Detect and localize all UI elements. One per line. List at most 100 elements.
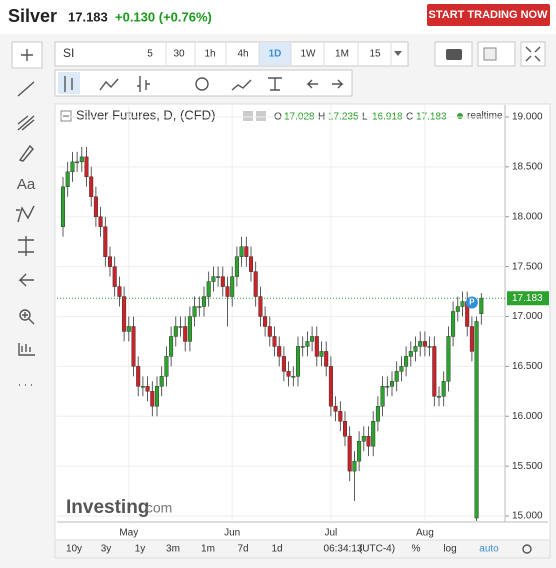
candle-body xyxy=(197,306,202,308)
candle-body xyxy=(230,276,235,297)
y-tick-label: 16.000 xyxy=(512,411,543,422)
status: realtime xyxy=(467,111,503,122)
candle-body xyxy=(437,396,442,398)
interval-button[interactable]: 1D xyxy=(269,49,282,60)
candle-body xyxy=(117,286,122,297)
icon xyxy=(18,144,34,162)
settings-icon[interactable] xyxy=(243,111,253,121)
price: 17.183 xyxy=(68,9,108,24)
chart-tools-bar xyxy=(54,69,353,97)
candle-body xyxy=(286,371,291,377)
interval-button[interactable]: 1W xyxy=(301,49,317,60)
footer: 10y 3y 1y 3m 1m 7d 1d 06:34:13(UTC-4)% log auto xyxy=(66,544,499,555)
interval-button[interactable]: 1h xyxy=(204,49,215,60)
event-marker-label: P xyxy=(469,298,475,307)
active-tool xyxy=(58,72,80,94)
x-tick-label: May xyxy=(119,528,138,539)
candle-body xyxy=(347,436,352,472)
icon xyxy=(17,81,35,97)
candle-body xyxy=(305,341,310,347)
icon xyxy=(16,205,35,223)
last-price-label: 17.183 xyxy=(512,293,543,304)
y-tick-label: 17.000 xyxy=(512,311,543,322)
cta-label[interactable]: START TRADING NOW xyxy=(429,9,549,21)
interval-group: 5 30 1h 4h 1D 1W 1M 15 xyxy=(147,43,392,65)
icon xyxy=(22,312,35,325)
candle-body xyxy=(272,336,277,347)
candle-body xyxy=(314,336,319,357)
icon xyxy=(18,236,34,256)
fullscreen-button[interactable] xyxy=(520,41,546,67)
plot: 15.000 15.500 16.000 16.500 17.000 17.500 18.0… xyxy=(57,105,549,539)
candle-body xyxy=(206,281,211,297)
y-tick-label: 17.500 xyxy=(512,261,543,272)
logo-suffix: .com xyxy=(142,500,172,516)
range-button[interactable]: 1y xyxy=(135,544,146,555)
candle-body xyxy=(281,356,286,372)
candle-body xyxy=(220,276,225,287)
cursor-tool[interactable] xyxy=(11,41,43,69)
active-interval xyxy=(259,43,291,65)
icon xyxy=(17,115,35,131)
range-button[interactable]: 10y xyxy=(66,544,82,555)
range-button[interactable]: 7d xyxy=(237,544,248,555)
candle-body xyxy=(169,336,174,357)
scale-option[interactable]: % xyxy=(412,544,421,555)
interval-button[interactable]: 1M xyxy=(335,49,349,60)
candle-body xyxy=(427,346,432,348)
logo: Investing xyxy=(66,497,149,518)
candle-body xyxy=(103,226,108,257)
candle-body xyxy=(469,326,474,352)
interval-button[interactable]: 15 xyxy=(369,49,381,60)
event-marker[interactable] xyxy=(465,296,478,309)
candle-body xyxy=(479,298,484,314)
icon xyxy=(268,77,282,91)
range-button[interactable]: 1m xyxy=(201,544,215,555)
close-icon[interactable] xyxy=(256,111,266,121)
candle-body xyxy=(385,386,390,388)
candle-body xyxy=(84,156,89,178)
candle-body xyxy=(164,356,169,377)
range-button[interactable]: 1d xyxy=(271,544,282,555)
interval-button[interactable]: 30 xyxy=(173,49,185,60)
text-tool[interactable]: Aa xyxy=(17,176,36,193)
icon xyxy=(18,273,34,287)
candle-body xyxy=(183,326,188,342)
candle-body xyxy=(239,246,244,257)
interval-button[interactable]: 5 xyxy=(147,49,153,60)
candle-body xyxy=(446,336,451,382)
candle-body xyxy=(154,386,159,407)
interval-button[interactable]: 4h xyxy=(237,49,248,60)
candle-body xyxy=(65,171,70,188)
scale-option[interactable]: log xyxy=(443,544,456,555)
candle-body xyxy=(201,296,206,307)
candle-body xyxy=(136,366,141,387)
candle-body xyxy=(75,161,80,164)
symbol-input[interactable]: SI xyxy=(63,46,74,60)
candle-body xyxy=(352,460,357,472)
timezone: (UTC-4) xyxy=(359,544,395,555)
candle-body xyxy=(150,391,155,407)
cta-button[interactable] xyxy=(427,4,550,26)
icon xyxy=(21,49,33,61)
y-tick-label: 18.500 xyxy=(512,161,543,172)
dropdown-arrow[interactable] xyxy=(394,51,402,56)
last-price-tag xyxy=(507,291,549,306)
candle-body xyxy=(234,256,239,277)
candle-body xyxy=(291,376,296,378)
candle-body xyxy=(422,341,427,347)
candle-body xyxy=(107,256,112,267)
scale-option[interactable]: auto xyxy=(479,544,499,555)
candle-body xyxy=(413,346,418,352)
candle-body xyxy=(300,346,305,348)
left-toolbar: Aa xyxy=(11,41,43,386)
icon xyxy=(195,77,209,91)
range-button[interactable]: 3y xyxy=(101,544,112,555)
icon xyxy=(446,49,462,60)
candle-body xyxy=(460,301,465,307)
icon xyxy=(64,76,73,92)
status-dot xyxy=(457,113,463,119)
range-button[interactable]: 3m xyxy=(166,544,180,555)
settings-icon[interactable] xyxy=(522,544,532,554)
candle-body xyxy=(408,351,413,357)
